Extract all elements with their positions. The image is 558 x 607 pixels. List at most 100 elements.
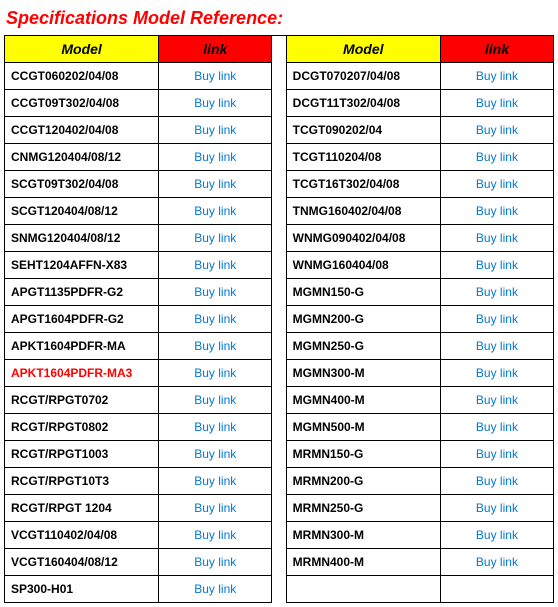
table-header-row: Model link Model link bbox=[5, 36, 554, 63]
model-cell: RCGT/RPGT 1204 bbox=[5, 495, 159, 522]
buy-link[interactable]: Buy link bbox=[440, 549, 553, 576]
buy-link[interactable]: Buy link bbox=[440, 495, 553, 522]
model-cell: WNMG090402/04/08 bbox=[286, 225, 440, 252]
buy-link[interactable]: Buy link bbox=[159, 306, 272, 333]
gap-cell bbox=[272, 468, 286, 495]
model-cell: SCGT120404/08/12 bbox=[5, 198, 159, 225]
model-cell: SCGT09T302/04/08 bbox=[5, 171, 159, 198]
gap-cell bbox=[272, 522, 286, 549]
table-row: VCGT110402/04/08Buy linkMRMN300-MBuy lin… bbox=[5, 522, 554, 549]
spec-table: Model link Model link CCGT060202/04/08Bu… bbox=[4, 35, 554, 603]
gap-cell bbox=[272, 387, 286, 414]
table-row: SCGT09T302/04/08Buy linkTCGT16T302/04/08… bbox=[5, 171, 554, 198]
gap-cell bbox=[272, 333, 286, 360]
buy-link[interactable]: Buy link bbox=[159, 549, 272, 576]
buy-link[interactable]: Buy link bbox=[159, 63, 272, 90]
gap-cell bbox=[272, 252, 286, 279]
page-title: Specifications Model Reference: bbox=[6, 8, 554, 29]
gap-cell bbox=[272, 414, 286, 441]
buy-link[interactable]: Buy link bbox=[159, 225, 272, 252]
model-cell: TCGT090202/04 bbox=[286, 117, 440, 144]
buy-link[interactable]: Buy link bbox=[440, 441, 553, 468]
buy-link[interactable]: Buy link bbox=[159, 387, 272, 414]
model-cell: SNMG120404/08/12 bbox=[5, 225, 159, 252]
model-cell: CCGT060202/04/08 bbox=[5, 63, 159, 90]
gap-cell bbox=[272, 90, 286, 117]
buy-link[interactable]: Buy link bbox=[440, 279, 553, 306]
model-cell: CCGT09T302/04/08 bbox=[5, 90, 159, 117]
buy-link[interactable]: Buy link bbox=[159, 333, 272, 360]
buy-link[interactable]: Buy link bbox=[440, 360, 553, 387]
buy-link[interactable]: Buy link bbox=[440, 522, 553, 549]
buy-link[interactable]: Buy link bbox=[159, 468, 272, 495]
header-gap bbox=[272, 36, 286, 63]
table-row: APGT1135PDFR-G2Buy linkMGMN150-GBuy link bbox=[5, 279, 554, 306]
model-cell: APKT1604PDFR-MA bbox=[5, 333, 159, 360]
buy-link[interactable]: Buy link bbox=[159, 117, 272, 144]
model-cell bbox=[286, 576, 440, 603]
model-cell: TNMG160402/04/08 bbox=[286, 198, 440, 225]
gap-cell bbox=[272, 279, 286, 306]
model-cell: TCGT16T302/04/08 bbox=[286, 171, 440, 198]
buy-link[interactable]: Buy link bbox=[159, 279, 272, 306]
buy-link[interactable]: Buy link bbox=[159, 495, 272, 522]
buy-link[interactable]: Buy link bbox=[440, 144, 553, 171]
buy-link[interactable]: Buy link bbox=[159, 576, 272, 603]
gap-cell bbox=[272, 117, 286, 144]
table-row: RCGT/RPGT10T3Buy linkMRMN200-GBuy link bbox=[5, 468, 554, 495]
model-cell: TCGT110204/08 bbox=[286, 144, 440, 171]
table-row: RCGT/RPGT1003Buy linkMRMN150-GBuy link bbox=[5, 441, 554, 468]
model-cell: DCGT070207/04/08 bbox=[286, 63, 440, 90]
gap-cell bbox=[272, 495, 286, 522]
gap-cell bbox=[272, 441, 286, 468]
buy-link[interactable]: Buy link bbox=[159, 90, 272, 117]
table-row: CCGT120402/04/08Buy linkTCGT090202/04Buy… bbox=[5, 117, 554, 144]
model-cell: MRMN300-M bbox=[286, 522, 440, 549]
buy-link[interactable]: Buy link bbox=[159, 252, 272, 279]
table-row: RCGT/RPGT0702Buy linkMGMN400-MBuy link bbox=[5, 387, 554, 414]
table-row: APGT1604PDFR-G2Buy linkMGMN200-GBuy link bbox=[5, 306, 554, 333]
model-cell: SEHT1204AFFN-X83 bbox=[5, 252, 159, 279]
buy-link[interactable]: Buy link bbox=[440, 225, 553, 252]
buy-link[interactable]: Buy link bbox=[440, 63, 553, 90]
buy-link[interactable]: Buy link bbox=[159, 360, 272, 387]
buy-link[interactable]: Buy link bbox=[440, 171, 553, 198]
header-link-left: link bbox=[159, 36, 272, 63]
buy-link[interactable]: Buy link bbox=[440, 252, 553, 279]
gap-cell bbox=[272, 576, 286, 603]
model-cell: APGT1604PDFR-G2 bbox=[5, 306, 159, 333]
buy-link[interactable]: Buy link bbox=[159, 414, 272, 441]
buy-link[interactable]: Buy link bbox=[440, 198, 553, 225]
table-body: CCGT060202/04/08Buy linkDCGT070207/04/08… bbox=[5, 63, 554, 603]
model-cell: SP300-H01 bbox=[5, 576, 159, 603]
buy-link[interactable]: Buy link bbox=[440, 306, 553, 333]
model-cell: MRMN400-M bbox=[286, 549, 440, 576]
buy-link[interactable]: Buy link bbox=[159, 171, 272, 198]
buy-link bbox=[440, 576, 553, 603]
model-cell: CNMG120404/08/12 bbox=[5, 144, 159, 171]
gap-cell bbox=[272, 63, 286, 90]
buy-link[interactable]: Buy link bbox=[440, 414, 553, 441]
gap-cell bbox=[272, 144, 286, 171]
gap-cell bbox=[272, 225, 286, 252]
gap-cell bbox=[272, 171, 286, 198]
header-model-right: Model bbox=[286, 36, 440, 63]
table-row: RCGT/RPGT 1204Buy linkMRMN250-GBuy link bbox=[5, 495, 554, 522]
buy-link[interactable]: Buy link bbox=[440, 468, 553, 495]
buy-link[interactable]: Buy link bbox=[159, 144, 272, 171]
model-cell: RCGT/RPGT1003 bbox=[5, 441, 159, 468]
gap-cell bbox=[272, 306, 286, 333]
model-cell: RCGT/RPGT0702 bbox=[5, 387, 159, 414]
model-cell: MRMN200-G bbox=[286, 468, 440, 495]
buy-link[interactable]: Buy link bbox=[440, 387, 553, 414]
buy-link[interactable]: Buy link bbox=[440, 90, 553, 117]
buy-link[interactable]: Buy link bbox=[159, 522, 272, 549]
header-link-right: link bbox=[440, 36, 553, 63]
table-row: CNMG120404/08/12Buy linkTCGT110204/08Buy… bbox=[5, 144, 554, 171]
buy-link[interactable]: Buy link bbox=[440, 333, 553, 360]
buy-link[interactable]: Buy link bbox=[159, 198, 272, 225]
gap-cell bbox=[272, 549, 286, 576]
buy-link[interactable]: Buy link bbox=[159, 441, 272, 468]
buy-link[interactable]: Buy link bbox=[440, 117, 553, 144]
table-row: VCGT160404/08/12Buy linkMRMN400-MBuy lin… bbox=[5, 549, 554, 576]
